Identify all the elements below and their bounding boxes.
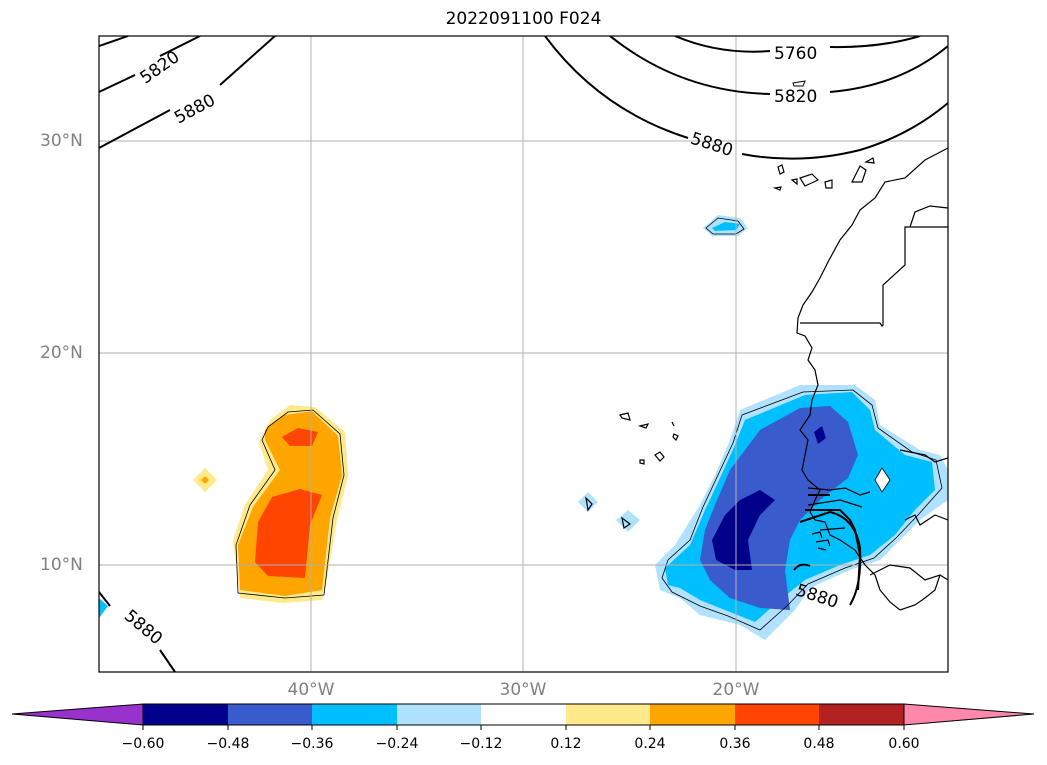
colorbar-frame: [142, 703, 905, 726]
contour-label-5820-west: 5820: [137, 47, 184, 88]
contour-label-5820-east: 5820: [774, 87, 817, 107]
colorbar-tick-label: −0.12: [459, 736, 503, 752]
colorbar-tick-label: 0.60: [888, 736, 920, 752]
lat-label-20n: 20°N: [40, 343, 83, 363]
colorbar-tick-label: 0.48: [803, 736, 835, 752]
shade-outlines: [235, 217, 943, 631]
lon-label-20w: 20°W: [712, 680, 760, 700]
lon-label-40w: 40°W: [287, 680, 335, 700]
colorbar-tick-label: −0.36: [290, 736, 334, 752]
colorbar-segment: [143, 704, 228, 725]
lat-label-30n: 30°N: [40, 131, 83, 151]
coastlines: [585, 147, 948, 611]
colorbar-tick-label: −0.24: [375, 736, 419, 752]
lon-label-30w: 30°W: [499, 680, 547, 700]
colorbar-segment: [819, 704, 904, 725]
colorbar-segment: [650, 704, 735, 725]
colorbar-segment: [566, 704, 650, 725]
height-contours: [99, 36, 948, 672]
colorbar-extend-high: [903, 703, 1035, 726]
contour-label-5880-southwest: 5880: [120, 606, 166, 649]
colorbar-tick-label: 0.12: [550, 736, 582, 752]
map-title: 2022091100 F024: [445, 9, 602, 29]
map-gridlines: [99, 36, 948, 672]
colorbar-segment: [735, 704, 819, 725]
contour-label-5880-south: 5880: [793, 580, 840, 612]
height-contour-small: [792, 80, 806, 87]
colorbar-tick-label: 0.36: [719, 736, 751, 752]
coastline-bold: [805, 494, 862, 591]
colorbar-extend-low: [11, 703, 144, 726]
colorbar: [11, 703, 1035, 730]
contour-label-5760: 5760: [774, 44, 817, 64]
colorbar-tick-label: −0.48: [206, 736, 250, 752]
colorbar-tick-label: −0.60: [121, 736, 165, 752]
colorbar-segment: [228, 704, 312, 725]
positive-anomaly-region: [193, 405, 348, 603]
colorbar-segment: [397, 704, 481, 725]
contour-label-5880-east: 5880: [688, 129, 735, 161]
lat-label-10n: 10°N: [40, 555, 83, 575]
map-frame: [98, 35, 949, 673]
colorbar-segment: [312, 704, 397, 725]
colorbar-segment: [481, 704, 566, 725]
contour-label-5880-west: 5880: [171, 90, 219, 128]
colorbar-tick-label: 0.24: [634, 736, 666, 752]
